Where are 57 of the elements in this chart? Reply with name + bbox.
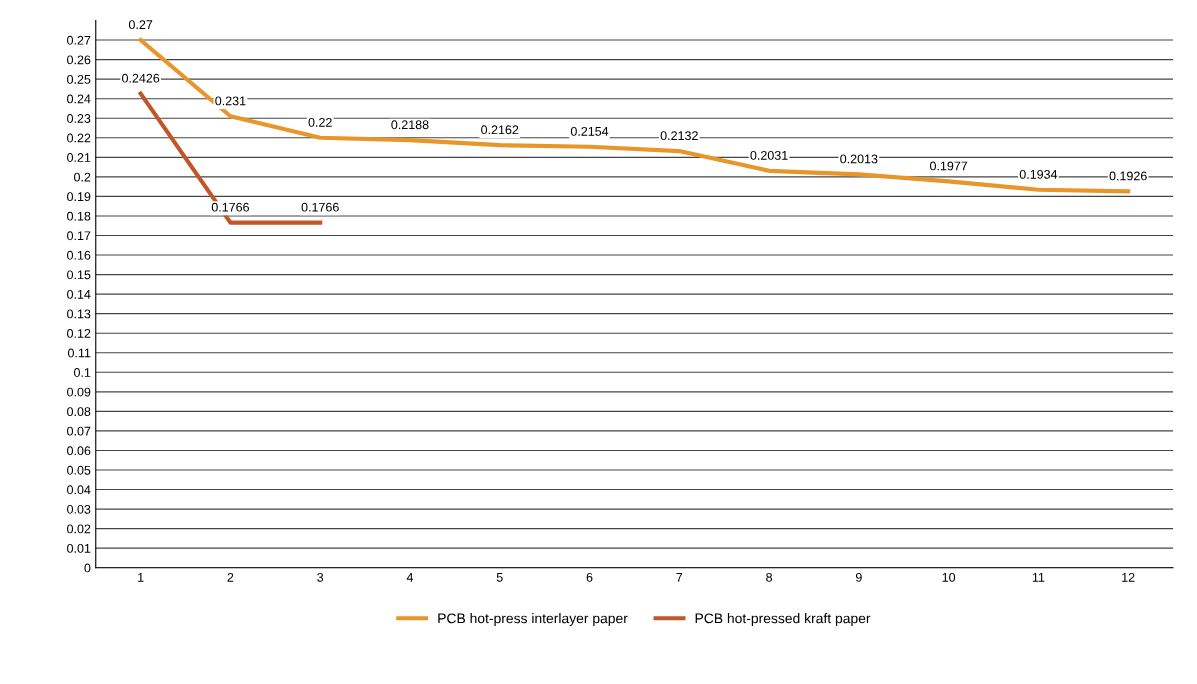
data-label: 0.2426 (122, 73, 160, 83)
x-tick-label: 12 (1122, 572, 1135, 582)
y-tick-label: 0.01 (67, 543, 91, 553)
y-tick-label: 0 (84, 563, 91, 573)
data-label: 0.231 (215, 96, 246, 106)
y-tick-label: 0.15 (67, 270, 91, 280)
y-tick-label: 0.03 (67, 504, 91, 514)
y-tick-label: 0.04 (67, 485, 91, 495)
data-label: 0.1766 (211, 202, 249, 212)
x-tick-label: 5 (496, 573, 503, 582)
x-tick-label: 8 (766, 572, 773, 582)
data-label: 0.1934 (1019, 169, 1058, 179)
legend-label: PCB hot-press interlayer paper (438, 613, 628, 626)
x-tick-label: 10 (942, 572, 956, 582)
y-tick-label: 0.23 (67, 114, 91, 123)
y-tick-label: 0.06 (67, 446, 91, 456)
x-tick-label: 2 (227, 572, 234, 582)
data-label: 0.22 (308, 117, 332, 127)
x-tick-label: 1 (138, 573, 144, 582)
x-tick-label: 4 (406, 573, 414, 582)
y-tick-label: 0.21 (67, 153, 91, 162)
x-tick-label: 6 (586, 572, 593, 582)
x-tick-label: 11 (1032, 573, 1045, 582)
y-tick-label: 0.1 (74, 368, 91, 377)
y-tick-label: 0.17 (67, 231, 91, 241)
data-label: 0.1766 (301, 202, 339, 212)
y-tick-label: 0.11 (67, 348, 91, 358)
y-tick-label: 0.19 (67, 192, 91, 202)
y-tick-label: 0.12 (67, 329, 91, 338)
y-tick-label: 0.22 (67, 133, 91, 143)
data-label: 0.1926 (1109, 171, 1147, 181)
x-tick-label: 9 (855, 572, 862, 582)
data-label: 0.2162 (481, 125, 519, 135)
y-tick-label: 0.16 (67, 250, 91, 260)
x-tick-label: 7 (676, 573, 683, 582)
y-tick-label: 0.24 (67, 94, 91, 104)
y-tick-label: 0.26 (67, 55, 91, 65)
data-label: 0.2031 (750, 150, 788, 160)
y-tick-label: 0.08 (67, 407, 91, 417)
y-tick-label: 0.07 (67, 426, 91, 436)
y-tick-label: 0.27 (67, 35, 91, 45)
y-tick-label: 0.14 (67, 289, 91, 299)
y-tick-label: 0.18 (67, 211, 91, 221)
y-tick-label: 0.05 (67, 465, 91, 475)
x-tick-label: 3 (317, 572, 324, 582)
data-label: 0.2013 (840, 154, 878, 164)
data-label: 0.1977 (930, 161, 968, 171)
data-label: 0.2154 (570, 126, 609, 136)
y-tick-label: 0.13 (67, 309, 91, 319)
data-label: 0.2132 (660, 131, 698, 141)
y-tick-label: 0.02 (67, 524, 91, 534)
y-tick-label: 0.09 (67, 387, 91, 397)
data-label: 0.2188 (391, 120, 429, 130)
y-tick-label: 0.2 (74, 172, 91, 182)
data-label: 0.27 (128, 20, 153, 30)
y-tick-label: 0.25 (67, 74, 91, 84)
legend-label: PCB hot-pressed kraft paper (695, 613, 871, 626)
